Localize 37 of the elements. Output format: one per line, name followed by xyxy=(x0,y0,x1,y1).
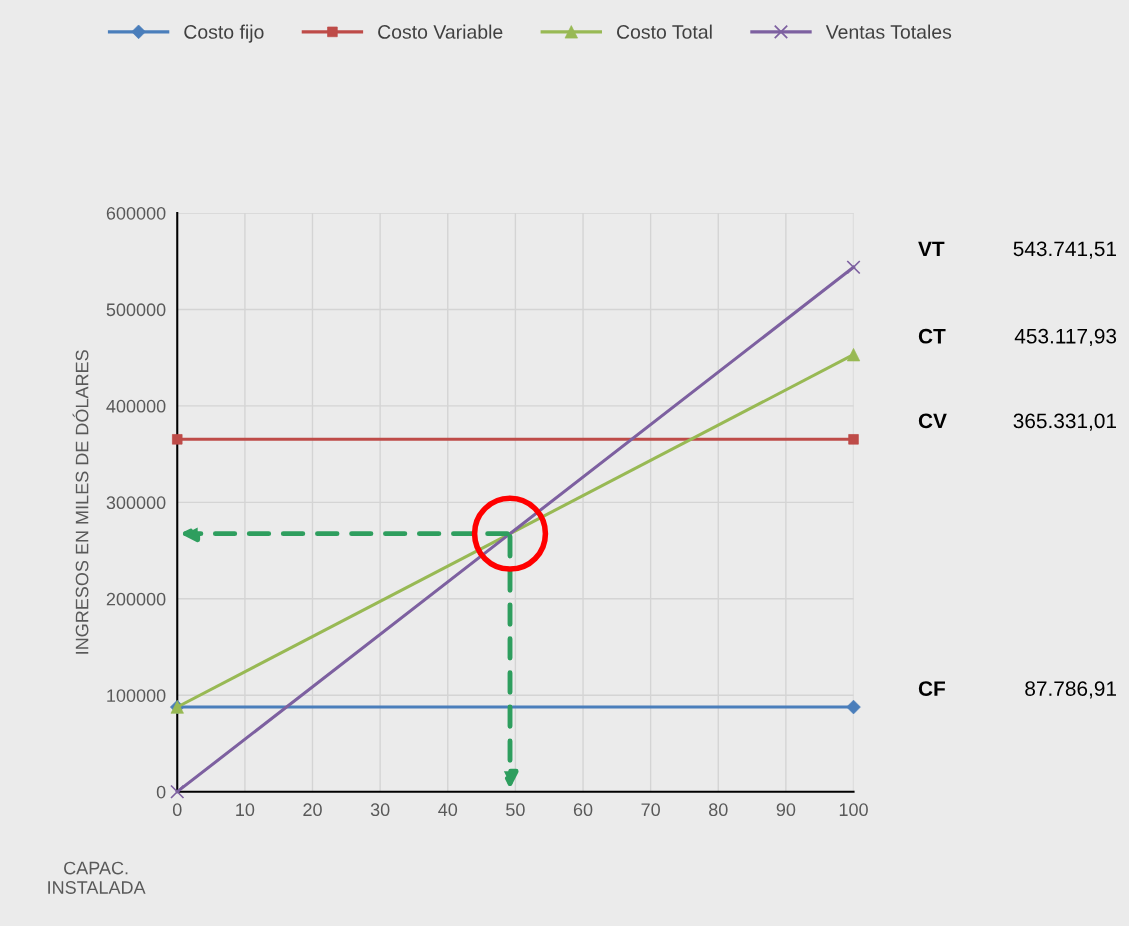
legend-label: Costo Total xyxy=(617,24,712,39)
x-tick-label: 90 xyxy=(776,803,796,817)
point xyxy=(846,348,861,362)
point xyxy=(170,784,185,799)
point xyxy=(846,260,861,275)
x-axis-title: CAPAC. INSTALADA xyxy=(48,861,146,894)
x-tick-label: 20 xyxy=(303,803,322,817)
x-tick-label: 70 xyxy=(641,803,660,817)
legend-label: Costo fijo xyxy=(184,24,264,43)
text: 453.117,93 xyxy=(1014,328,1117,347)
y-axis-title: INGRESOS EN MILES DE DÓLARES xyxy=(72,350,89,654)
y-tick-label: 200000 xyxy=(106,592,166,606)
x-tick-label: 10 xyxy=(236,803,255,817)
legend-label: Costo Variable xyxy=(378,24,503,39)
text: 87.786,91 xyxy=(1025,681,1116,699)
point xyxy=(846,699,861,715)
x-tick-label: 60 xyxy=(573,803,593,817)
y-tick-label: 600000 xyxy=(106,206,166,220)
y-tick-label: 400000 xyxy=(106,399,166,413)
y-tick-label: 0 xyxy=(156,785,166,799)
x-tick-label: 0 xyxy=(172,803,182,817)
x-tick-label: 30 xyxy=(370,803,390,817)
y-tick-label: 300000 xyxy=(106,496,166,510)
text: VT xyxy=(918,241,945,256)
x-tick-label: 100 xyxy=(839,803,868,817)
x-tick-label: 80 xyxy=(709,803,728,817)
y-tick-label: 100000 xyxy=(107,689,166,702)
x-tick-label: 50 xyxy=(506,803,525,817)
text: CV xyxy=(918,413,947,429)
x-tick-label: 40 xyxy=(438,803,458,817)
legend-label: Ventas Totales xyxy=(825,24,952,39)
text: 543.741,51 xyxy=(1013,241,1116,259)
text: 365.331,01 xyxy=(1013,413,1116,431)
y-tick-label: 500000 xyxy=(106,303,166,317)
text: CF xyxy=(918,681,946,696)
text: CT xyxy=(918,328,946,344)
point xyxy=(172,434,183,445)
